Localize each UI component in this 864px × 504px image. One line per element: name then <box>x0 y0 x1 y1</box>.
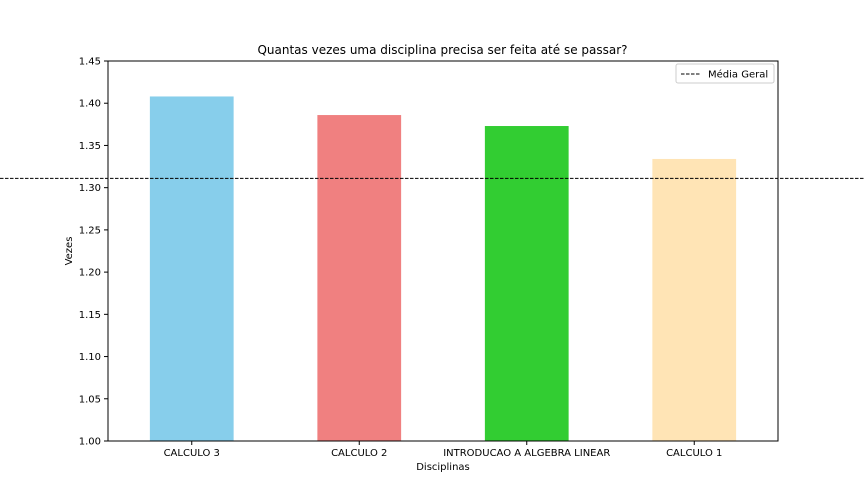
y-axis: 1.00 1.05 1.10 1.15 1.20 1.25 1.30 1.35 1.40 1.45 <box>79 57 108 448</box>
bar-calculo-3 <box>149 96 234 441</box>
x-axis-label: Disciplinas <box>416 462 470 473</box>
y-tick-label: 1.40 <box>79 99 101 110</box>
y-tick-label: 1.00 <box>79 437 101 448</box>
chart-title: Quantas vezes uma disciplina precisa ser… <box>257 43 627 57</box>
x-tick-label: CALCULO 3 <box>164 448 220 459</box>
bar-introducao-a-algebra-linear <box>484 126 569 442</box>
legend-label: Média Geral <box>708 69 768 81</box>
y-tick-label: 1.05 <box>79 394 101 405</box>
bar-calculo-1 <box>652 158 737 441</box>
legend: Média Geral <box>675 63 775 84</box>
x-tick-label: CALCULO 1 <box>666 448 722 459</box>
y-axis-label: Vezes <box>64 237 75 266</box>
legend-box <box>675 63 775 84</box>
x-axis: CALCULO 3 CALCULO 2 INTRODUCAO A ALGEBRA L… <box>164 441 722 459</box>
bar-calculo-2 <box>317 115 402 442</box>
y-tick-label: 1.10 <box>79 352 101 363</box>
y-tick-label: 1.20 <box>79 268 101 279</box>
y-tick-label: 1.35 <box>79 141 101 152</box>
x-tick-label: INTRODUCAO A ALGEBRA LINEAR <box>443 448 610 459</box>
y-tick-label: 1.30 <box>79 183 101 194</box>
plot-frame <box>107 60 779 442</box>
y-tick-label: 1.25 <box>79 225 101 236</box>
y-tick-label: 1.15 <box>79 310 101 321</box>
y-tick-label: 1.45 <box>79 57 101 68</box>
x-tick-label: CALCULO 2 <box>331 448 387 459</box>
